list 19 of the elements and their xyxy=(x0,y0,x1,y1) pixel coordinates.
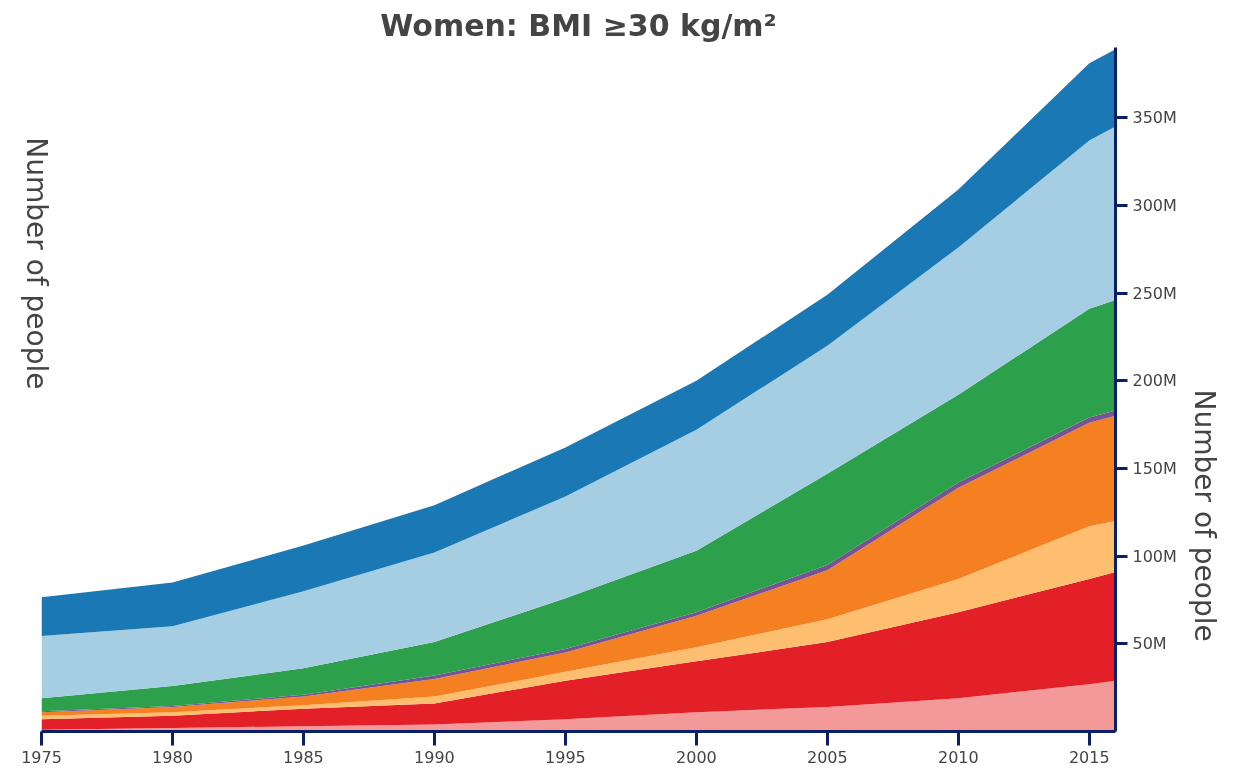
y-tick-label: 150M xyxy=(1132,458,1177,478)
x-tick-label: 1975 xyxy=(21,747,62,767)
x-tick-label: 1995 xyxy=(545,747,586,767)
y-tick-label: 350M xyxy=(1132,108,1177,128)
y-tick-label: 50M xyxy=(1132,634,1167,654)
y-tick-label: 100M xyxy=(1132,546,1177,566)
chart-title: Women: BMI ≥30 kg/m² xyxy=(380,7,777,43)
y-tick-label: 200M xyxy=(1132,371,1177,391)
y-tick-label: 250M xyxy=(1132,283,1177,303)
x-tick-label: 2005 xyxy=(806,747,848,767)
x-tick-label: 2010 xyxy=(937,747,979,767)
y-tick-label: 300M xyxy=(1132,195,1177,215)
x-tick-label: 1985 xyxy=(283,747,324,767)
x-tick-label: 1990 xyxy=(414,747,455,767)
x-tick-label: 2015 xyxy=(1068,747,1110,767)
x-tick-label: 2000 xyxy=(676,747,717,767)
x-tick-label: 1980 xyxy=(152,747,193,767)
y2-axis-title: Number of people xyxy=(1188,389,1222,642)
y-axis-title: Number of people xyxy=(20,137,53,390)
